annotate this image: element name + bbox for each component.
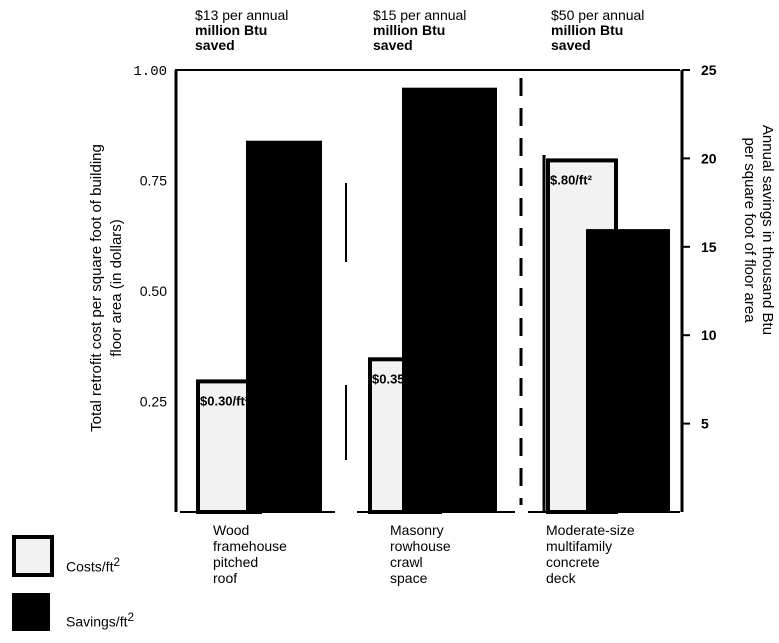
- right-tick-label: 15: [701, 239, 717, 255]
- header-wood: $13 per annual million Btu saved: [195, 8, 288, 53]
- category-line: pitched: [213, 554, 259, 570]
- legend-label-savings: Savings/ft2: [66, 611, 134, 630]
- legend-text: Costs/ft: [66, 558, 114, 575]
- right-tick-label: 25: [701, 62, 717, 78]
- legend-swatch-costs: [12, 535, 54, 577]
- category-label-masonry: Masonry rowhouse crawl space: [390, 522, 451, 586]
- category-line: roof: [213, 570, 238, 586]
- legend-sup: 2: [113, 556, 120, 569]
- header-line3: saved: [551, 37, 591, 53]
- right-tick-label: 20: [701, 150, 717, 166]
- header-line2: million Btu: [373, 22, 446, 38]
- cost-value-label: $0.35/ft²: [372, 371, 422, 386]
- left-tick-label: 0.50: [140, 283, 167, 299]
- left-tick-label: 0.75: [140, 173, 167, 189]
- left-axis-title-line2: floor area (in dollars): [108, 219, 125, 357]
- category-line: Moderate-size: [546, 522, 635, 538]
- right-axis-title-line1: Annual savings in thousand Btu: [759, 125, 776, 335]
- cost-value-label: $.80/ft²: [550, 172, 593, 187]
- legend-sup: 2: [127, 611, 134, 624]
- right-axis-title-line2: per square foot of floor area: [741, 137, 758, 323]
- header-multifamily: $50 per annual million Btu saved: [551, 8, 644, 53]
- legend-swatch-savings: [12, 593, 50, 631]
- header-line1: $50 per annual: [551, 7, 645, 23]
- category-line: multifamily: [546, 538, 613, 554]
- category-line: space: [390, 570, 428, 586]
- header-line3: saved: [195, 37, 235, 53]
- category-line: crawl: [390, 554, 423, 570]
- legend-label-costs: Costs/ft2: [66, 556, 120, 575]
- right-tick-label: 5: [701, 416, 709, 432]
- savings-bar: [402, 87, 497, 513]
- category-line: concrete: [546, 554, 600, 570]
- left-tick-label: 1.00: [133, 64, 167, 80]
- category-line: rowhouse: [390, 538, 451, 554]
- left-tick-label: 0.25: [140, 394, 167, 410]
- header-line1: $15 per annual: [373, 7, 467, 23]
- left-axis-title-line1: Total retrofit cost per square foot of b…: [88, 144, 105, 432]
- header-line2: million Btu: [551, 22, 624, 38]
- category-label-wood: Wood framehouse pitched roof: [213, 522, 287, 586]
- header-masonry: $15 per annual million Btu saved: [373, 8, 466, 53]
- right-tick-label: 10: [701, 327, 717, 343]
- category-line: framehouse: [213, 538, 287, 554]
- legend-text: Savings/ft: [66, 613, 128, 630]
- header-line1: $13 per annual: [195, 7, 289, 23]
- category-line: deck: [546, 570, 576, 586]
- header-line2: million Btu: [195, 22, 268, 38]
- header-line3: saved: [373, 37, 413, 53]
- category-label-multifamily: Moderate-size multifamily concrete deck: [546, 522, 635, 586]
- category-line: Wood: [213, 522, 250, 538]
- savings-bar: [246, 140, 322, 512]
- cost-value-label: $0.30/ft²: [200, 393, 250, 408]
- savings-bar: [586, 229, 670, 512]
- category-line: Masonry: [390, 522, 444, 538]
